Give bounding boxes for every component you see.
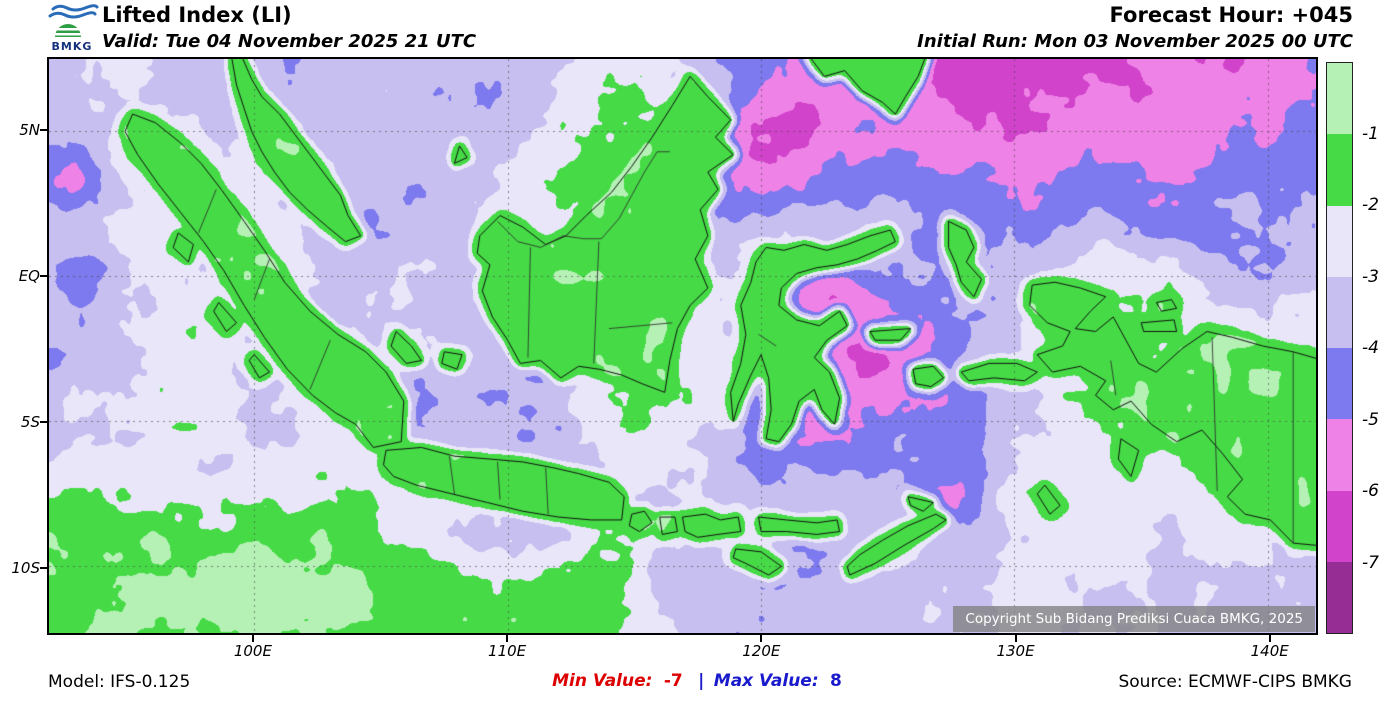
map-frame: Copyright Sub Bidang Prediksi Cuaca BMKG… [47, 57, 1318, 635]
lat-tick-mark [40, 274, 47, 277]
colorbar [1326, 62, 1353, 634]
lon-tick-mark [1014, 635, 1017, 642]
minmax-values: Min Value: -7 | Max Value: 8 [0, 671, 1400, 691]
forecast-hour-label: Forecast Hour: +045 [1109, 3, 1353, 27]
initial-run-label: Initial Run: Mon 03 November 2025 00 UTC [917, 31, 1353, 52]
colorbar-segment [1327, 419, 1352, 491]
colorbar-segment [1327, 490, 1352, 562]
lat-tick-label: EQ [18, 266, 40, 285]
copyright-overlay: Copyright Sub Bidang Prediksi Cuaca BMKG… [953, 606, 1315, 632]
lon-tick-mark [251, 635, 254, 642]
colorbar-tick-label: -1 [1362, 123, 1379, 144]
bmkg-logo-label: BMKG [51, 40, 93, 53]
min-value: -7 [663, 671, 683, 691]
colorbar-segment [1327, 276, 1352, 348]
colorbar-segment [1327, 205, 1352, 277]
page-title: Lifted Index (LI) [102, 3, 292, 27]
min-value-label: Min Value: [552, 671, 653, 691]
lon-tick-mark [506, 635, 509, 642]
colorbar-tick-label: -4 [1362, 338, 1379, 358]
colorbar-tick-label: -3 [1362, 266, 1379, 287]
colorbar-tick-label: -2 [1362, 195, 1379, 215]
lat-tick-label: 5N [19, 120, 40, 139]
model-label: Model: IFS-0.125 [48, 672, 191, 692]
lon-tick-label: 120E [742, 642, 781, 660]
header-right: Forecast Hour: +045 Initial Run: Mon 03 … [917, 2, 1353, 54]
colorbar-segment [1327, 348, 1352, 420]
lon-tick-label: 110E [488, 642, 527, 660]
minmax-separator: | [698, 671, 705, 691]
lon-tick-label: 130E [996, 642, 1035, 660]
colorbar-tick-label: -5 [1362, 409, 1379, 430]
map-canvas [49, 59, 1316, 633]
colorbar-segment [1327, 63, 1352, 135]
lon-tick-mark [760, 635, 763, 642]
max-value-label: Max Value: [713, 671, 819, 691]
colorbar-tick-label: -7 [1362, 552, 1379, 573]
colorbar-tick-label: -6 [1362, 481, 1379, 501]
lon-tick-mark [1268, 635, 1271, 642]
lon-tick-label: 100E [233, 642, 272, 660]
colorbar-segment [1327, 134, 1352, 206]
source-label: Source: ECMWF-CIPS BMKG [1118, 672, 1352, 692]
lon-tick-label: 140E [1250, 642, 1289, 660]
max-value: 8 [830, 671, 842, 691]
lat-tick-mark [40, 128, 47, 131]
bmkg-logo-icon [48, 4, 99, 37]
colorbar-segment [1327, 561, 1352, 633]
lat-tick-label: 10S [11, 558, 40, 577]
lat-tick-mark [40, 420, 47, 423]
header-left: Lifted Index (LI) Valid: Tue 04 November… [102, 2, 476, 54]
lat-tick-mark [40, 566, 47, 569]
lat-tick-label: 5S [20, 412, 40, 431]
bmkg-logo: BMKG [44, 2, 100, 53]
valid-time-label: Valid: Tue 04 November 2025 21 UTC [102, 31, 477, 52]
